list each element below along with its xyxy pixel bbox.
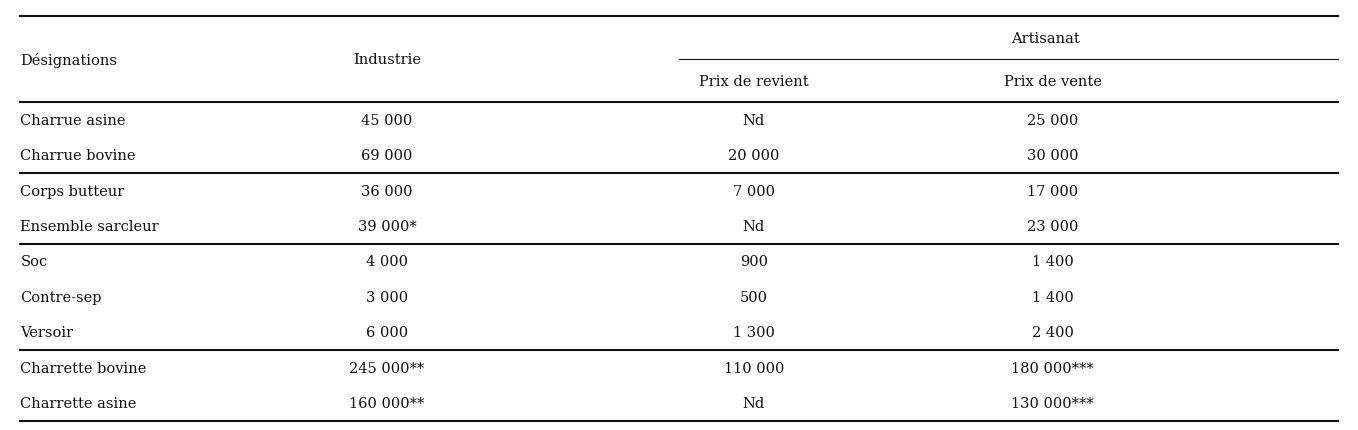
Text: 500: 500 bbox=[740, 290, 767, 304]
Text: 4 000: 4 000 bbox=[367, 255, 407, 269]
Text: 1 400: 1 400 bbox=[1032, 290, 1073, 304]
Text: Industrie: Industrie bbox=[353, 53, 421, 67]
Text: Charrette asine: Charrette asine bbox=[20, 396, 137, 410]
Text: 30 000: 30 000 bbox=[1027, 149, 1078, 163]
Text: Artisanat: Artisanat bbox=[1012, 32, 1080, 46]
Text: 1 400: 1 400 bbox=[1032, 255, 1073, 269]
Text: Nd: Nd bbox=[743, 396, 765, 410]
Text: 245 000**: 245 000** bbox=[349, 361, 425, 375]
Text: 130 000***: 130 000*** bbox=[1012, 396, 1093, 410]
Text: 110 000: 110 000 bbox=[724, 361, 784, 375]
Text: Prix de vente: Prix de vente bbox=[1004, 75, 1101, 89]
Text: Nd: Nd bbox=[743, 114, 765, 128]
Text: Prix de revient: Prix de revient bbox=[699, 75, 808, 89]
Text: 45 000: 45 000 bbox=[361, 114, 413, 128]
Text: 36 000: 36 000 bbox=[361, 184, 413, 198]
Text: 69 000: 69 000 bbox=[361, 149, 413, 163]
Text: 180 000***: 180 000*** bbox=[1012, 361, 1093, 375]
Text: Charrue asine: Charrue asine bbox=[20, 114, 126, 128]
Text: Désignations: Désignations bbox=[20, 53, 117, 68]
Text: 7 000: 7 000 bbox=[733, 184, 774, 198]
Text: 23 000: 23 000 bbox=[1027, 220, 1078, 233]
Text: Nd: Nd bbox=[743, 220, 765, 233]
Text: Corps butteur: Corps butteur bbox=[20, 184, 125, 198]
Text: 6 000: 6 000 bbox=[365, 326, 409, 339]
Text: Versoir: Versoir bbox=[20, 326, 73, 339]
Text: 1 300: 1 300 bbox=[733, 326, 774, 339]
Text: 20 000: 20 000 bbox=[728, 149, 779, 163]
Text: 900: 900 bbox=[740, 255, 767, 269]
Text: 160 000**: 160 000** bbox=[349, 396, 425, 410]
Text: Charrue bovine: Charrue bovine bbox=[20, 149, 136, 163]
Text: Ensemble sarcleur: Ensemble sarcleur bbox=[20, 220, 159, 233]
Text: Contre-sep: Contre-sep bbox=[20, 290, 102, 304]
Text: 39 000*: 39 000* bbox=[357, 220, 417, 233]
Text: Charrette bovine: Charrette bovine bbox=[20, 361, 147, 375]
Text: 17 000: 17 000 bbox=[1027, 184, 1078, 198]
Text: 3 000: 3 000 bbox=[365, 290, 409, 304]
Text: 2 400: 2 400 bbox=[1032, 326, 1073, 339]
Text: 25 000: 25 000 bbox=[1027, 114, 1078, 128]
Text: Soc: Soc bbox=[20, 255, 48, 269]
